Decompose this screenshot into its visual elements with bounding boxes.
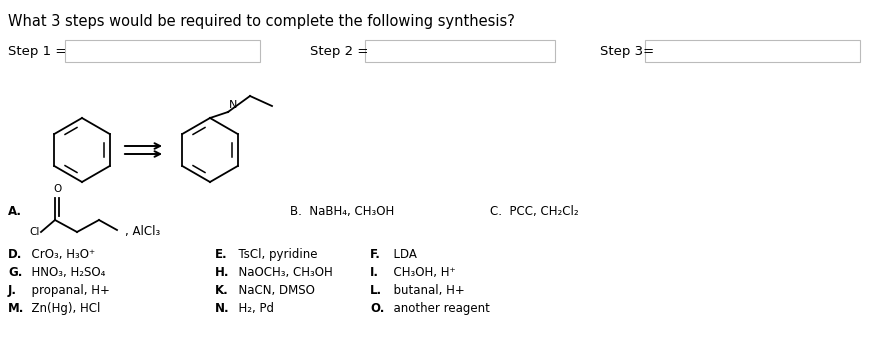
Text: CrO₃, H₃O⁺: CrO₃, H₃O⁺ [24,248,95,261]
Text: H₂, Pd: H₂, Pd [231,302,274,315]
Text: NaOCH₃, CH₃OH: NaOCH₃, CH₃OH [231,266,333,279]
Text: A.: A. [8,205,22,218]
Text: What 3 steps would be required to complete the following synthesis?: What 3 steps would be required to comple… [8,14,515,29]
Text: another reagent: another reagent [386,302,490,315]
Text: NaCN, DMSO: NaCN, DMSO [231,284,315,297]
Text: Step 3=: Step 3= [600,45,654,58]
Text: N.: N. [215,302,230,315]
Text: K.: K. [215,284,229,297]
Text: G.: G. [8,266,23,279]
Text: Step 1 =: Step 1 = [8,45,66,58]
Text: H.: H. [215,266,230,279]
Text: O: O [53,184,61,194]
Text: F.: F. [370,248,381,261]
Text: propanal, H+: propanal, H+ [24,284,110,297]
Text: I.: I. [370,266,379,279]
Text: L.: L. [370,284,382,297]
Text: E.: E. [215,248,228,261]
Text: C.  PCC, CH₂Cl₂: C. PCC, CH₂Cl₂ [490,205,579,218]
Text: N: N [229,100,237,110]
Text: B.  NaBH₄, CH₃OH: B. NaBH₄, CH₃OH [290,205,395,218]
Text: D.: D. [8,248,23,261]
Text: LDA: LDA [386,248,417,261]
Text: Zn(Hg), HCl: Zn(Hg), HCl [24,302,100,315]
Bar [65,40,260,62]
Text: Step 2 =: Step 2 = [310,45,368,58]
Bar [365,40,555,62]
Text: O.: O. [370,302,384,315]
Text: M.: M. [8,302,24,315]
Text: Cl: Cl [29,227,39,237]
Bar [645,40,860,62]
Text: butanal, H+: butanal, H+ [386,284,464,297]
Text: HNO₃, H₂SO₄: HNO₃, H₂SO₄ [24,266,106,279]
Text: TsCl, pyridine: TsCl, pyridine [231,248,318,261]
Text: , AlCl₃: , AlCl₃ [125,225,161,238]
Text: J.: J. [8,284,17,297]
Text: CH₃OH, H⁺: CH₃OH, H⁺ [386,266,456,279]
